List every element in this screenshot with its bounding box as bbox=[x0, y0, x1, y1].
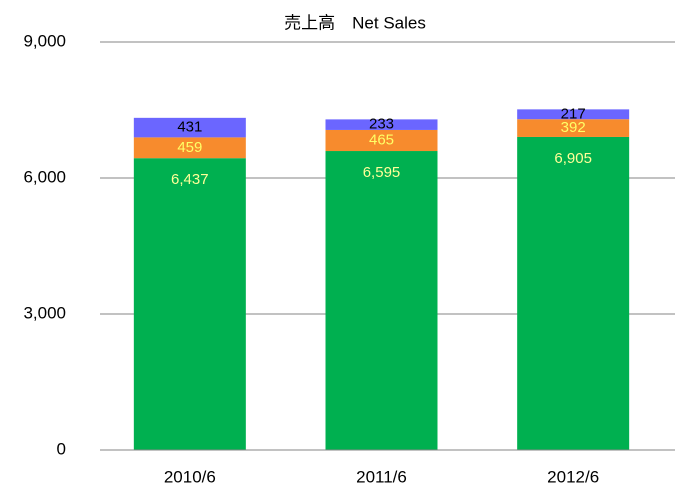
data-label: 459 bbox=[177, 139, 202, 156]
data-label: 6,437 bbox=[171, 171, 209, 188]
data-label: 233 bbox=[369, 116, 394, 133]
chart-title: 売上高 Net Sales bbox=[284, 13, 426, 32]
bar-segment bbox=[133, 117, 246, 138]
data-label: 217 bbox=[561, 105, 586, 122]
data-label: 392 bbox=[561, 119, 586, 136]
x-tick-label: 2010/6 bbox=[164, 467, 216, 486]
y-tick-label: 6,000 bbox=[23, 167, 66, 186]
bar-segment bbox=[133, 158, 246, 450]
y-tick-label: 9,000 bbox=[23, 31, 66, 50]
bar-segment bbox=[517, 119, 630, 137]
bar-segment bbox=[517, 136, 630, 450]
data-label: 465 bbox=[369, 131, 394, 148]
data-label: 6,595 bbox=[363, 164, 401, 181]
x-tick-label: 2012/6 bbox=[547, 467, 599, 486]
data-label: 431 bbox=[177, 119, 202, 136]
bar-segment bbox=[325, 151, 438, 450]
y-tick-label: 0 bbox=[57, 439, 66, 458]
bar-segment bbox=[325, 129, 438, 152]
data-label: 6,905 bbox=[554, 150, 592, 167]
bar-segment bbox=[517, 109, 630, 120]
bar-segment bbox=[133, 137, 246, 159]
bar-segment bbox=[325, 119, 438, 130]
x-tick-label: 2011/6 bbox=[356, 467, 407, 486]
y-tick-label: 3,000 bbox=[23, 303, 66, 322]
